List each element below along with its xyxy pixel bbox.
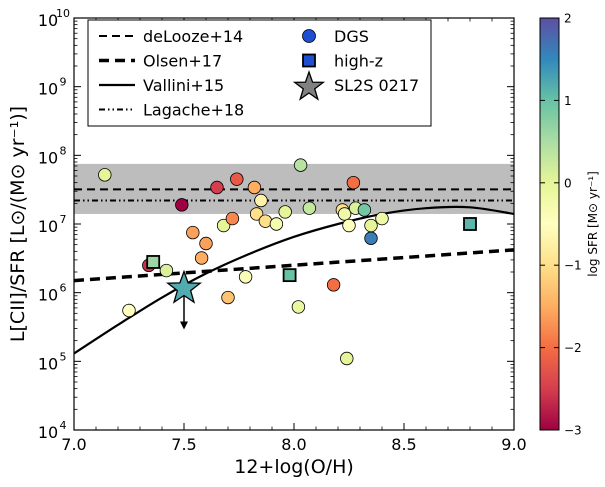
colorbar-tick-label: 1 — [564, 94, 572, 108]
y-tick-label: 10 5 — [38, 350, 67, 373]
dgs-point — [357, 203, 372, 217]
dgs-point — [302, 201, 317, 215]
legend-label: high-z — [334, 52, 383, 71]
high-z-point — [146, 255, 161, 269]
legend-label: DGS — [334, 27, 369, 46]
colorbar-tick-label: 0 — [564, 176, 572, 190]
dgs-point — [247, 180, 262, 195]
dgs-point — [337, 207, 352, 221]
y-tick-label: 10 9 — [38, 76, 67, 99]
dgs-point — [254, 193, 268, 208]
high-z-point — [282, 268, 297, 283]
dgs-point — [186, 225, 200, 240]
dgs-point — [238, 270, 253, 284]
colorbar-tick-label: −2 — [564, 341, 582, 355]
x-tick-label: 8.5 — [391, 435, 416, 454]
dgs-point — [375, 211, 389, 226]
dgs-point — [326, 278, 341, 292]
y-tick-label: 10 4 — [38, 419, 67, 442]
dgs-point — [278, 205, 292, 219]
legend-label: Lagache+18 — [143, 101, 244, 120]
legend-high-z-marker — [302, 53, 316, 68]
colorbar-tick-label: 2 — [564, 12, 572, 26]
legend-label: Vallini+15 — [143, 76, 224, 95]
dgs-point — [175, 198, 189, 212]
y-tick-label-base: 10 — [38, 11, 58, 30]
y-axis-label: L[CII]/SFR [L⊙/(M⊙ yr⁻¹)] — [7, 106, 29, 342]
high-z-point — [463, 217, 477, 231]
y-tick-label-exponent: 7 — [60, 213, 67, 226]
upper-limit-arrow-head — [180, 321, 188, 330]
dgs-point — [98, 168, 112, 182]
y-tick-label-base: 10 — [38, 423, 58, 442]
dgs-point — [291, 300, 306, 314]
dgs-point — [225, 211, 240, 226]
dgs-point — [210, 180, 224, 195]
legend-label: Olsen+17 — [143, 52, 222, 71]
y-tick-label: 10 7 — [38, 213, 67, 236]
y-tick-label-exponent: 5 — [60, 350, 67, 363]
y-tick-label-base: 10 — [38, 286, 58, 305]
dgs-point — [159, 263, 174, 278]
x-tick-label: 9.0 — [501, 435, 526, 454]
y-tick-label-exponent: 10 — [56, 7, 70, 20]
y-tick-label-base: 10 — [38, 148, 58, 167]
colorbar — [539, 17, 560, 431]
y-tick-label-base: 10 — [38, 80, 58, 99]
colorbar-tick-label: −3 — [564, 424, 582, 438]
y-tick-label: 10 6 — [38, 282, 67, 305]
dgs-point — [199, 236, 213, 251]
line-olsen-17 — [74, 248, 514, 283]
dgs-point — [269, 217, 284, 231]
legend-box — [87, 19, 432, 127]
dgs-point — [194, 251, 209, 265]
y-tick-label-base: 10 — [38, 217, 58, 236]
dgs-point — [249, 207, 264, 221]
dgs-point — [340, 351, 354, 366]
x-axis-label: 12+log(O/H) — [234, 456, 354, 478]
dgs-point — [364, 231, 378, 245]
x-tick-label: 7.0 — [61, 435, 86, 454]
dgs-point — [293, 158, 308, 172]
y-tick-label-exponent: 6 — [60, 282, 67, 295]
dgs-point — [221, 290, 235, 305]
dgs-point — [122, 303, 136, 318]
legend-star-marker — [292, 70, 326, 101]
dgs-point — [216, 218, 231, 233]
sl2s-0217-star — [166, 269, 202, 304]
colorbar-label: log SFR [M⊙ yr⁻¹] — [586, 171, 600, 277]
y-tick-label: 10 8 — [38, 144, 67, 167]
dgs-point — [346, 175, 361, 190]
y-tick-label-exponent: 9 — [60, 76, 67, 89]
x-tick-label: 8.0 — [281, 435, 306, 454]
dgs-point — [230, 172, 244, 186]
legend-label: deLooze+14 — [143, 27, 243, 46]
line-vallini-15 — [74, 205, 514, 355]
legend-dgs-marker — [302, 29, 316, 43]
y-tick-label-base: 10 — [38, 354, 58, 373]
dgs-point — [258, 214, 273, 228]
legend-label: SL2S 0217 — [334, 76, 419, 95]
y-tick-label-exponent: 4 — [60, 419, 67, 432]
y-tick-label-exponent: 8 — [60, 144, 67, 157]
dgs-point — [364, 218, 378, 233]
x-tick-label: 7.5 — [171, 435, 196, 454]
colorbar-tick-label: −1 — [564, 259, 582, 273]
dgs-point — [342, 218, 356, 233]
